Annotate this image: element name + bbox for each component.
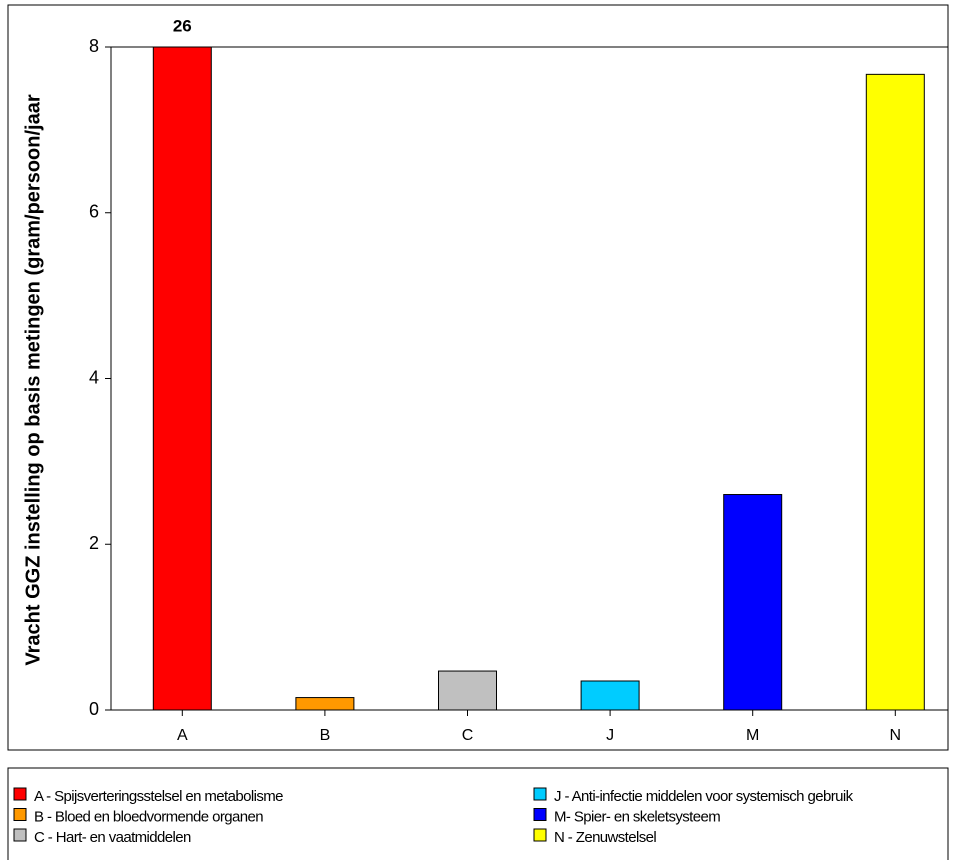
legend-label: M- Spier- en skeletsysteem: [554, 808, 720, 825]
y-tick-label: 6: [89, 202, 99, 222]
legend-frame: [7, 767, 949, 860]
bar: [865, 73, 925, 711]
chart-frame: [7, 4, 949, 751]
bar: [580, 680, 640, 711]
bar: [438, 670, 497, 711]
y-tick-label: 8: [89, 36, 99, 56]
x-tick-label: A: [177, 727, 188, 744]
legend-swatch: [13, 808, 27, 821]
legend-swatch: [533, 808, 547, 821]
legend-label: C - Hart- en vaatmiddelen: [34, 829, 191, 846]
x-tick-label: B: [320, 727, 331, 744]
y-axis-title: Vracht GGZ instelling op basis metingen …: [22, 94, 44, 665]
y-tick-label: 4: [89, 367, 99, 387]
value-label: 26: [173, 16, 192, 35]
bar: [152, 47, 212, 711]
bar: [723, 494, 783, 711]
legend-label: B - Bloed en bloedvormende organen: [34, 808, 263, 825]
legend-label: N - Zenuwstelsel: [554, 829, 656, 846]
x-tick-label: N: [890, 727, 902, 744]
legend-swatch: [13, 828, 27, 842]
x-tick-label: C: [462, 727, 474, 744]
legend-swatch: [13, 787, 27, 801]
bar: [295, 697, 355, 711]
y-tick-label: 0: [89, 699, 99, 719]
legend-swatch: [533, 828, 547, 842]
y-tick-label: 2: [89, 533, 99, 553]
legend-label: A - Spijsverteringsstelsel en metabolism…: [34, 788, 283, 805]
x-tick-label: J: [606, 727, 614, 744]
x-tick-label: M: [746, 727, 759, 744]
legend-swatch: [533, 787, 547, 801]
legend-label: J - Anti-infectie middelen voor systemis…: [554, 788, 854, 805]
plot: [152, 47, 925, 711]
